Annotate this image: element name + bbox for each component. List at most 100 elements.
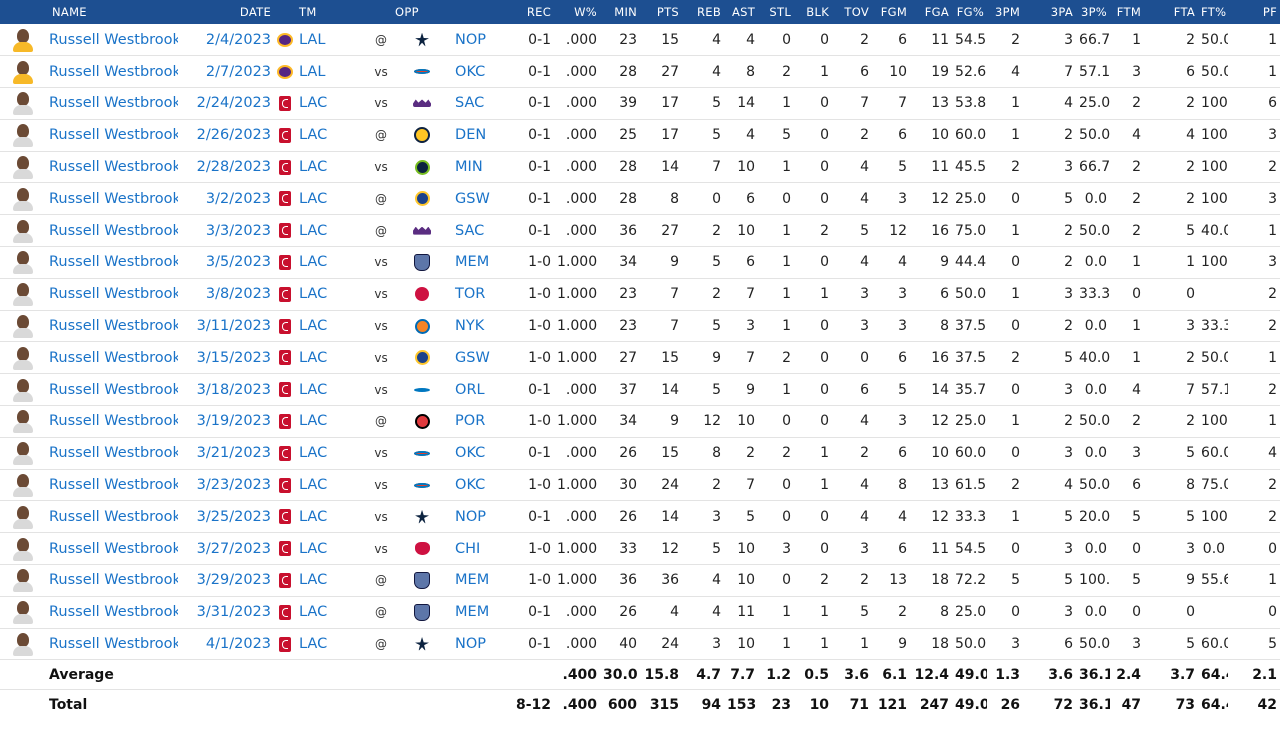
game-date-link[interactable]: 3/19/2023 (196, 413, 272, 430)
col-header-min[interactable]: MIN (600, 0, 641, 24)
game-date-link[interactable]: 2/26/2023 (196, 127, 272, 144)
player-name-link[interactable]: Russell Westbrook (49, 508, 179, 525)
player-name-link[interactable]: Russell Westbrook (49, 572, 179, 589)
col-header-pf[interactable]: PF (1228, 0, 1280, 24)
opponent-link[interactable]: DEN (455, 127, 487, 144)
col-header-rec[interactable]: REC (500, 0, 555, 24)
opponent-link[interactable]: NOP (455, 31, 487, 48)
opponent-link[interactable]: POR (455, 413, 486, 430)
game-date-link[interactable]: 4/1/2023 (205, 636, 272, 653)
player-name-link[interactable]: Russell Westbrook (49, 286, 179, 303)
team-link[interactable]: LAL (299, 63, 326, 80)
opponent-link[interactable]: GSW (455, 349, 490, 366)
opponent-link[interactable]: OKC (455, 477, 486, 494)
team-link[interactable]: LAC (299, 318, 328, 335)
game-date-link[interactable]: 3/18/2023 (196, 381, 272, 398)
player-name-link[interactable]: Russell Westbrook (49, 636, 179, 653)
team-link[interactable]: LAC (299, 254, 328, 271)
opponent-link[interactable]: CHI (455, 540, 481, 557)
team-link[interactable]: LAC (299, 95, 328, 112)
team-link[interactable]: LAC (299, 190, 328, 207)
team-link[interactable]: LAC (299, 604, 328, 621)
col-header-blk[interactable]: BLK (794, 0, 833, 24)
col-header-fgm[interactable]: FGM (872, 0, 911, 24)
team-link[interactable]: LAC (299, 540, 328, 557)
player-name-link[interactable]: Russell Westbrook (49, 95, 179, 112)
game-date-link[interactable]: 2/28/2023 (196, 159, 272, 176)
opponent-link[interactable]: MEM (455, 572, 490, 589)
game-date-link[interactable]: 3/29/2023 (196, 572, 272, 589)
col-header-ast[interactable]: AST (724, 0, 759, 24)
game-date-link[interactable]: 2/24/2023 (196, 95, 272, 112)
opponent-link[interactable]: MEM (455, 254, 490, 271)
game-date-link[interactable]: 3/3/2023 (205, 222, 272, 239)
col-header-tm[interactable]: TM (296, 0, 371, 24)
col-header-opp[interactable]: OPP (392, 0, 501, 24)
team-link[interactable]: LAC (299, 159, 328, 176)
player-name-link[interactable]: Russell Westbrook (49, 159, 179, 176)
opponent-link[interactable]: GSW (455, 190, 490, 207)
game-date-link[interactable]: 3/25/2023 (196, 508, 272, 525)
game-date-link[interactable]: 3/8/2023 (205, 286, 272, 303)
opponent-link[interactable]: OKC (455, 445, 486, 462)
player-name-link[interactable]: Russell Westbrook (49, 445, 179, 462)
col-header-3pa[interactable]: 3PA (1023, 0, 1077, 24)
game-date-link[interactable]: 3/15/2023 (196, 349, 272, 366)
opponent-link[interactable]: SAC (455, 222, 485, 239)
game-date-link[interactable]: 3/21/2023 (196, 445, 272, 462)
player-name-link[interactable]: Russell Westbrook (49, 318, 179, 335)
player-name-link[interactable]: Russell Westbrook (49, 190, 179, 207)
player-name-link[interactable]: Russell Westbrook (49, 540, 179, 557)
game-date-link[interactable]: 3/5/2023 (205, 254, 272, 271)
col-header-fga[interactable]: FGA (910, 0, 953, 24)
game-date-link[interactable]: 2/7/2023 (205, 63, 272, 80)
game-date-link[interactable]: 3/31/2023 (196, 604, 272, 621)
player-name-link[interactable]: Russell Westbrook (49, 222, 179, 239)
opponent-link[interactable]: OKC (455, 63, 486, 80)
player-name-link[interactable]: Russell Westbrook (49, 381, 179, 398)
team-link[interactable]: LAC (299, 222, 328, 239)
game-date-link[interactable]: 3/23/2023 (196, 477, 272, 494)
team-link[interactable]: LAC (299, 349, 328, 366)
game-date-link[interactable]: 3/2/2023 (205, 190, 272, 207)
opponent-link[interactable]: MEM (455, 604, 490, 621)
col-header-3ppct[interactable]: 3P% (1076, 0, 1111, 24)
player-name-link[interactable]: Russell Westbrook (49, 254, 179, 271)
opponent-link[interactable]: NYK (455, 318, 485, 335)
team-link[interactable]: LAC (299, 477, 328, 494)
player-name-link[interactable]: Russell Westbrook (49, 63, 179, 80)
team-link[interactable]: LAC (299, 508, 328, 525)
team-link[interactable]: LAC (299, 127, 328, 144)
opponent-link[interactable]: NOP (455, 508, 487, 525)
col-header-ftm[interactable]: FTM (1110, 0, 1145, 24)
player-name-link[interactable]: Russell Westbrook (49, 349, 179, 366)
team-link[interactable]: LAC (299, 636, 328, 653)
team-link[interactable]: LAC (299, 381, 328, 398)
col-header-3pm[interactable]: 3PM (987, 0, 1024, 24)
player-name-link[interactable]: Russell Westbrook (49, 604, 179, 621)
team-link[interactable]: LAC (299, 445, 328, 462)
col-header-date[interactable]: DATE (178, 0, 275, 24)
team-link[interactable]: LAL (299, 31, 326, 48)
game-date-link[interactable]: 3/27/2023 (196, 540, 272, 557)
player-name-link[interactable]: Russell Westbrook (49, 31, 179, 48)
opponent-link[interactable]: MIN (455, 159, 483, 176)
col-header-tov[interactable]: TOV (832, 0, 873, 24)
player-name-link[interactable]: Russell Westbrook (49, 477, 179, 494)
col-header-fta[interactable]: FTA (1144, 0, 1199, 24)
col-header-wpct[interactable]: W% (554, 0, 601, 24)
opponent-link[interactable]: ORL (455, 381, 485, 398)
col-header-stl[interactable]: STL (758, 0, 795, 24)
game-date-link[interactable]: 2/4/2023 (205, 31, 272, 48)
opponent-link[interactable]: TOR (455, 286, 486, 303)
col-header-fgpct[interactable]: FG% (952, 0, 988, 24)
col-header-reb[interactable]: REB (682, 0, 725, 24)
opponent-link[interactable]: SAC (455, 95, 485, 112)
player-name-link[interactable]: Russell Westbrook (49, 127, 179, 144)
col-header-name[interactable]: NAME (0, 0, 179, 24)
team-link[interactable]: LAC (299, 572, 328, 589)
opponent-link[interactable]: NOP (455, 636, 487, 653)
team-link[interactable]: LAC (299, 286, 328, 303)
col-header-ftpct[interactable]: FT% (1198, 0, 1229, 24)
game-date-link[interactable]: 3/11/2023 (196, 318, 272, 335)
